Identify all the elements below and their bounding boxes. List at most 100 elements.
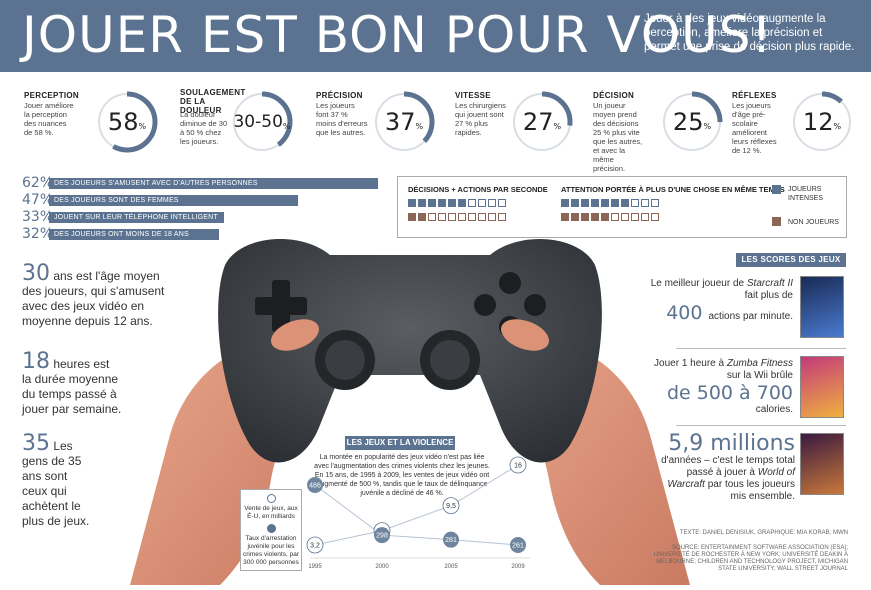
score-text: Le meilleur joueur de Starcraft II fait … xyxy=(645,278,793,324)
score-post: par tous les joueurs mis ensemble. xyxy=(704,479,795,502)
sales-label: 16 xyxy=(514,463,522,470)
header-banner: JOUER EST BON POUR VOUS! Jouer à des jeu… xyxy=(0,0,871,72)
intense-label: JOUEURS INTENSES xyxy=(788,186,824,202)
comparison-box: DÉCISIONS + ACTIONS PAR SECONDE ATTENTIO… xyxy=(397,176,847,238)
sales-label: 3,2 xyxy=(310,543,320,550)
crime-line xyxy=(314,484,519,546)
x-tick-label: 1995 xyxy=(308,564,322,570)
grid-cell xyxy=(488,213,496,221)
grid-cell xyxy=(438,213,446,221)
stat-desc: Les joueurs d'âge pré-scolaire amélioren… xyxy=(732,101,777,155)
stat-desc: Un joueur moyen prend des décisions 25 %… xyxy=(593,101,643,173)
stat-value: 58% xyxy=(107,108,147,136)
score-pre: Jouer 1 heure à xyxy=(654,358,727,369)
credits-line1: TEXTE: DANIEL DENISIUK, GRAPHIQUE: MIA K… xyxy=(679,530,848,536)
score-mid: sur la Wii brûle xyxy=(726,370,793,381)
fact-number: 35 xyxy=(22,431,50,456)
stat-unit: % xyxy=(553,121,562,131)
violence-text: La montée en popularité des jeux vidéo n… xyxy=(314,454,490,497)
grid-cell xyxy=(488,199,496,207)
grid-cell xyxy=(601,213,609,221)
crime-label: 281 xyxy=(445,537,457,544)
credits-line2: SOURCE: ENTERTAINMENT SOFTWARE ASSOCIATI… xyxy=(653,545,848,572)
page-subtitle: Jouer à des jeux vidéo augmente la perce… xyxy=(644,13,855,53)
sales-point xyxy=(306,536,324,554)
intense-swatch xyxy=(772,185,781,194)
grid-cell xyxy=(458,199,466,207)
score-post: actions par minute. xyxy=(708,311,794,322)
stat-ring: 58% xyxy=(95,90,159,154)
sales-legend-marker xyxy=(266,494,276,503)
stat-ring-arc xyxy=(231,91,293,153)
demo-bar: DES JOUEURS SONT DES FEMMES xyxy=(49,195,299,206)
demo-pct: 62% xyxy=(22,175,54,191)
scores-tab: LES SCORES DES JEUX xyxy=(736,253,846,267)
stat-ring-arc xyxy=(373,91,435,153)
non-swatch xyxy=(772,217,781,226)
score-game: World of Warcraft xyxy=(667,467,795,490)
stat-value: 12% xyxy=(802,108,842,136)
stat-value: 25% xyxy=(672,108,712,136)
stat-desc: Les joueurs font 37 % moins d'erreurs qu… xyxy=(316,101,368,137)
credits: TEXTE: DANIEL DENISIUK, GRAPHIQUE: MIA K… xyxy=(640,530,848,573)
crime-point xyxy=(443,531,459,548)
stat-unit: % xyxy=(703,121,712,131)
grid-cell xyxy=(498,213,506,221)
grid-cell xyxy=(571,199,579,207)
score-text: Jouer 1 heure à Zumba Fitness sur la Wii… xyxy=(645,358,793,416)
stat-ring-arc xyxy=(661,91,723,153)
demo-bar: DES JOUEURS S'AMUSENT AVEC D'AUTRES PERS… xyxy=(49,178,378,189)
score-divider xyxy=(676,425,846,426)
attention-intense-cells xyxy=(561,199,659,207)
grid-cell xyxy=(591,213,599,221)
grid-cell xyxy=(611,199,619,207)
crime-point xyxy=(307,477,323,493)
left-fact: 18 heures est la durée moyenne du temps … xyxy=(22,351,122,417)
stat-title: DÉCISION xyxy=(593,91,635,100)
stat-value: 37% xyxy=(384,108,424,136)
stat-title: PERCEPTION xyxy=(24,91,80,100)
x-tick-label: 2005 xyxy=(444,564,458,570)
score-row: de 500 à 700 calories. xyxy=(645,382,793,416)
demo-pct: 47% xyxy=(22,192,54,208)
score-text: 5,9 millions d'années – c'est le temps to… xyxy=(660,433,795,503)
dpad-icon xyxy=(255,280,307,332)
fact-text: Les gens de 35 ans sont ceux qui achèten… xyxy=(22,439,90,528)
starcraft-cover-icon xyxy=(800,276,844,338)
grid-cell xyxy=(448,199,456,207)
grid-cell xyxy=(478,199,486,207)
sales-legend-label: Vente de jeux, aux É-U, en milliards xyxy=(244,505,298,520)
grid-cell xyxy=(651,199,659,207)
demo-pct: 32% xyxy=(22,226,54,242)
stat-value: 27% xyxy=(522,108,562,136)
stat-ring: 37% xyxy=(372,90,436,154)
stat-title: RÉFLEXES xyxy=(732,91,777,100)
left-thumb xyxy=(271,319,319,351)
crime-label: 298 xyxy=(376,533,388,540)
fact-text: heures est la durée moyenne du temps pas… xyxy=(22,357,122,416)
score-mid: fait plus de xyxy=(744,290,793,301)
grid-cell xyxy=(428,199,436,207)
x-tick-label: 2009 xyxy=(511,564,525,570)
grid-cell xyxy=(458,213,466,221)
grid-cell xyxy=(651,213,659,221)
score-value: 5,9 millions xyxy=(668,431,795,456)
stat-desc: La douleur diminue de 30 à 50 % chez les… xyxy=(180,110,228,146)
sales-label: 9,5 xyxy=(446,503,456,510)
score-row: 400 actions par minute. xyxy=(645,302,793,324)
score-value: de 500 à 700 xyxy=(666,382,793,404)
sales-point xyxy=(442,497,460,515)
right-thumb xyxy=(501,319,549,351)
grid-cell xyxy=(601,199,609,207)
attention-non-cells xyxy=(561,213,659,221)
grid-cell xyxy=(408,199,416,207)
zumba-cover-icon xyxy=(800,356,844,418)
grid-cell xyxy=(468,199,476,207)
stat-ring: 30-50% xyxy=(230,90,294,154)
non-label: NON JOUEURS xyxy=(788,219,839,226)
attention-title: ATTENTION PORTÉE À PLUS D'UNE CHOSE EN M… xyxy=(561,185,785,194)
left-fact: 35 Les gens de 35 ans sont ceux qui achè… xyxy=(22,433,92,529)
grid-cell xyxy=(631,213,639,221)
grid-cell xyxy=(641,199,649,207)
